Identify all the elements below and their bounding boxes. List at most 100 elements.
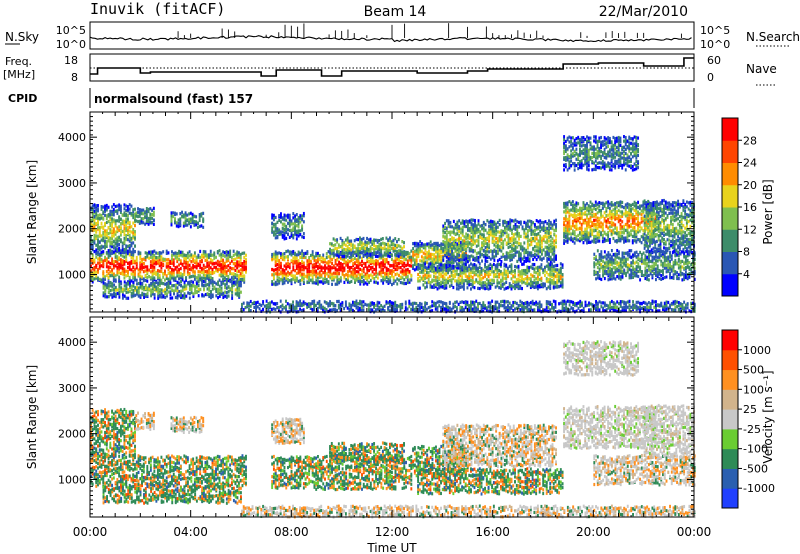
date-title: 22/Mar/2010 (599, 4, 688, 20)
range-gate-cell (134, 220, 136, 224)
range-gate-cell (598, 204, 601, 208)
range-gate-cell (477, 219, 480, 223)
range-gate-cell (144, 222, 147, 226)
range-gate-cell (297, 225, 300, 229)
range-gate-cell (327, 261, 330, 266)
range-gate-cell (220, 272, 223, 276)
range-gate-cell (123, 221, 126, 226)
noise-panel: N.Sky 10^5 10^0 10^5 10^0 N.Search (5, 21, 800, 51)
range-gate-cell (509, 258, 512, 262)
range-gate-cell (132, 231, 135, 235)
range-gate-cell (93, 211, 96, 215)
range-gate-cell (366, 278, 369, 282)
range-gate-cell (123, 211, 126, 215)
range-gate-cell (200, 270, 203, 274)
range-gate-cell (160, 281, 163, 285)
range-gate-cell (480, 281, 483, 285)
range-gate-cell (91, 207, 94, 211)
range-gate-cell (381, 241, 384, 245)
range-gate-cell (155, 257, 158, 261)
range-gate-cell (533, 281, 536, 285)
range-gate-cell (147, 222, 150, 226)
range-gate-cell (526, 259, 529, 263)
range-gate-cell (496, 220, 499, 225)
range-gate-cell (514, 222, 517, 227)
range-gate-cell (134, 259, 136, 263)
power-data (90, 135, 696, 314)
range-gate-cell (521, 248, 524, 252)
range-gate-cell (301, 249, 304, 253)
range-gate-cell (403, 241, 405, 245)
range-gate-cell (183, 296, 186, 300)
range-gate-cell (544, 230, 547, 234)
range-gate-cell (299, 279, 302, 283)
range-gate-cell (276, 270, 279, 274)
range-gate-cell (90, 264, 92, 268)
range-gate-cell (320, 268, 323, 272)
range-gate-cell (337, 250, 340, 254)
range-gate-cell (456, 252, 459, 257)
range-gate-cell (97, 243, 99, 247)
range-gate-cell (197, 287, 200, 291)
range-gate-cell (231, 293, 234, 298)
range-gate-cell (137, 289, 140, 293)
range-gate-cell (394, 256, 397, 260)
range-gate-cell (195, 276, 198, 280)
range-gate-cell (107, 219, 110, 224)
range-gate-cell (338, 268, 341, 272)
range-gate-cell (295, 219, 298, 224)
range-gate-cell (285, 224, 288, 229)
range-gate-cell (272, 216, 275, 220)
range-gate-cell (104, 293, 107, 297)
range-gate-cell (422, 256, 425, 260)
range-gate-cell (130, 211, 133, 216)
range-gate-cell (229, 261, 232, 265)
range-gate-cell (232, 283, 235, 288)
range-gate-cell (462, 287, 465, 291)
range-gate-cell (341, 251, 344, 255)
range-gate-cell (189, 225, 192, 229)
range-gate-cell (546, 228, 549, 232)
range-gate-cell (417, 279, 420, 283)
range-gate-cell (188, 275, 191, 279)
range-gate-cell (375, 271, 378, 275)
range-gate-cell (336, 268, 339, 272)
range-gate-cell (315, 254, 318, 258)
range-gate-cell (290, 222, 293, 226)
range-gate-cell (341, 272, 344, 276)
range-gate-cell (343, 276, 346, 280)
range-gate-cell (474, 249, 476, 253)
range-gate-cell (350, 275, 353, 279)
range-gate-cell (348, 248, 351, 253)
range-gate-cell (580, 206, 583, 211)
range-gate-cell (587, 233, 590, 237)
range-gate-cell (525, 256, 528, 261)
range-gate-cell (436, 251, 439, 256)
range-gate-cell (311, 252, 314, 257)
range-gate-cell (97, 222, 99, 226)
range-gate-cell (93, 203, 96, 207)
range-gate-cell (318, 280, 321, 284)
range-gate-cell (130, 284, 133, 288)
range-gate-cell (93, 260, 96, 264)
range-gate-cell (359, 255, 361, 259)
range-gate-cell (118, 235, 121, 239)
range-gate-cell (153, 284, 156, 289)
range-gate-cell (388, 244, 391, 248)
range-gate-cell (193, 219, 196, 224)
range-gate-cell (191, 218, 194, 222)
range-gate-cell (509, 255, 512, 259)
range-gate-cell (140, 217, 143, 221)
range-gate-cell (555, 257, 557, 261)
range-gate-cell (204, 292, 207, 297)
range-gate-cell (178, 294, 181, 298)
range-gate-cell (112, 234, 115, 238)
range-gate-cell (375, 261, 378, 265)
range-gate-cell (584, 221, 587, 225)
range-gate-cell (160, 251, 163, 255)
range-gate-cell (474, 241, 476, 245)
range-gate-cell (199, 263, 202, 267)
range-gate-cell (146, 268, 149, 272)
range-gate-cell (482, 281, 485, 285)
range-gate-cell (357, 246, 360, 250)
